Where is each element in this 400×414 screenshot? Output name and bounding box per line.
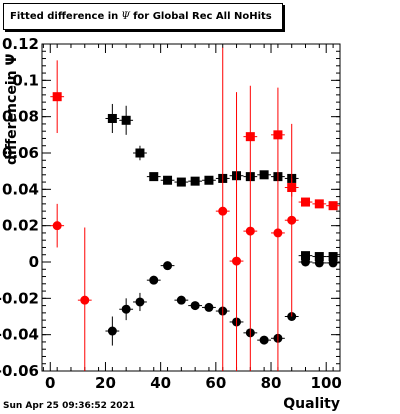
data-point-circle: [245, 226, 255, 236]
data-point-circle: [328, 258, 338, 268]
y-tick-label: 0.1: [12, 71, 39, 89]
y-tick-label: 0.06: [2, 144, 39, 162]
data-point-square: [176, 177, 186, 187]
data-point-circle: [107, 326, 117, 336]
x-tick-label: 100: [311, 374, 342, 392]
y-tick-label: -0.04: [0, 326, 39, 344]
data-point-circle: [190, 301, 200, 311]
x-tick-label: 20: [95, 374, 116, 392]
data-point-square: [301, 251, 311, 261]
data-point-square: [204, 175, 214, 185]
y-axis-label: differencein Ψ: [4, 53, 20, 165]
chart-marks: [50, 47, 340, 371]
y-tick-label: -0.06: [0, 362, 39, 380]
x-axis-label: Quality: [283, 396, 340, 412]
data-point-square: [301, 197, 311, 207]
data-point-square: [52, 92, 62, 102]
y-tick-label: 0.12: [2, 35, 39, 53]
data-point-square: [107, 113, 117, 123]
plot-frame: [41, 43, 341, 372]
data-point-circle: [287, 215, 297, 225]
y-tick-label: 0.04: [2, 180, 39, 198]
data-point-square: [314, 252, 324, 262]
data-point-square: [190, 176, 200, 186]
data-point-circle: [204, 302, 214, 312]
data-point-circle: [218, 206, 228, 216]
data-point-circle: [135, 297, 145, 307]
data-point-circle: [176, 295, 186, 305]
timestamp-footer: Sun Apr 25 09:36:52 2021: [3, 401, 136, 411]
y-tick-label: 0: [29, 253, 39, 271]
data-point-square: [121, 115, 131, 125]
x-tick-label: 80: [261, 374, 282, 392]
series-2: [50, 60, 340, 211]
x-tick-label: 0: [45, 374, 55, 392]
data-point-circle: [121, 304, 131, 314]
data-point-square: [328, 201, 338, 211]
data-point-circle: [52, 221, 62, 231]
chart-title-symbol: Ψ: [121, 11, 131, 22]
chart-title-box: Fitted difference in Ψ for Global Rec Al…: [3, 3, 283, 30]
data-point-circle: [80, 295, 90, 305]
data-point-circle: [163, 261, 173, 271]
data-point-circle: [314, 258, 324, 268]
x-tick-label: 60: [205, 374, 226, 392]
data-point-square: [328, 252, 338, 262]
chart-axes: [41, 43, 341, 372]
y-tick-label: 0.08: [2, 108, 39, 126]
data-point-circle: [149, 275, 159, 285]
y-tick-label: 0.02: [2, 217, 39, 235]
data-point-circle: [232, 256, 242, 266]
data-point-square: [149, 172, 159, 182]
data-point-square: [314, 199, 324, 209]
data-point-square: [163, 175, 173, 185]
x-tick-label: 40: [150, 374, 171, 392]
chart-tick-labels: 0 20 40 60 80 100 -0.06 -0.04 -0.02 0 0.02 0.04 0.06…: [0, 35, 342, 392]
y-tick-label: -0.02: [0, 289, 39, 307]
chart-title-suffix: for Global Rec All NoHits: [133, 11, 272, 22]
data-point-circle: [273, 228, 283, 238]
data-point-circle: [259, 335, 269, 345]
data-point-square: [259, 170, 269, 180]
chart-title-prefix: Fitted difference in: [10, 11, 119, 22]
data-point-square: [135, 148, 145, 158]
series-3: [50, 47, 299, 371]
data-point-circle: [301, 257, 311, 267]
